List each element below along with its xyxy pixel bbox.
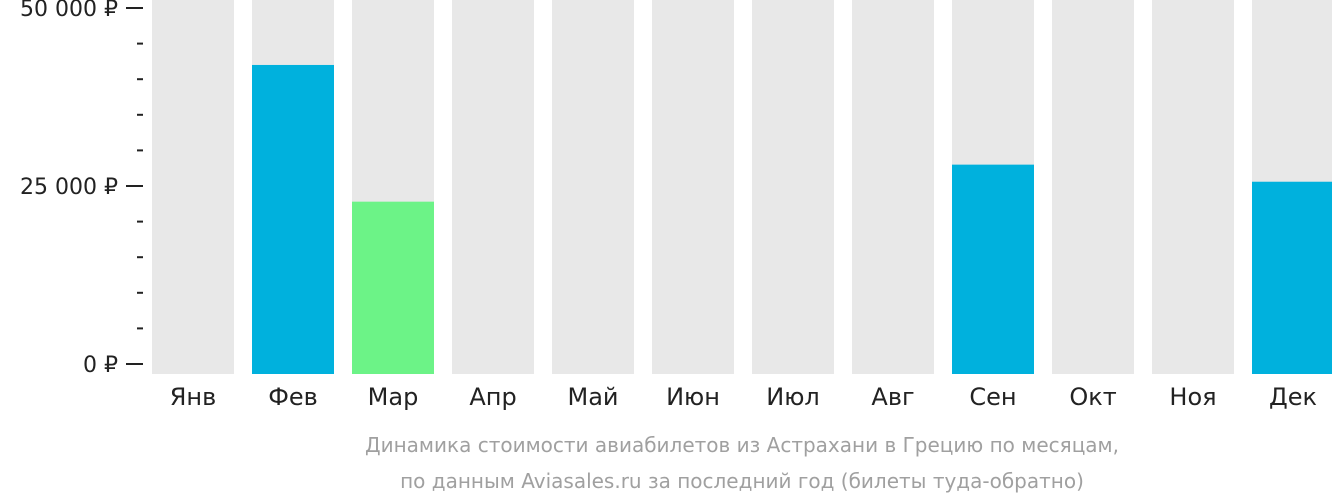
y-axis: 0 ₽ 25 000 ₽ 50 000 ₽ bbox=[20, 0, 143, 378]
x-tick-label: Сен bbox=[969, 383, 1016, 411]
background-bar-11 bbox=[1152, 0, 1234, 374]
background-bar-7 bbox=[752, 0, 834, 374]
background-bar-6 bbox=[652, 0, 734, 374]
background-bar-10 bbox=[1052, 0, 1134, 374]
x-tick-label: Июн bbox=[666, 383, 720, 411]
x-tick-label: Июл bbox=[766, 383, 820, 411]
x-tick-label: Фев bbox=[268, 383, 318, 411]
background-bar-8 bbox=[852, 0, 934, 374]
y-tick-label: 0 ₽ bbox=[83, 353, 118, 378]
chart-subtitle: по данным Aviasales.ru за последний год … bbox=[400, 469, 1084, 493]
bar-3 bbox=[352, 201, 434, 374]
background-bar-4 bbox=[452, 0, 534, 374]
x-tick-label: Ноя bbox=[1169, 383, 1216, 411]
y-tick-label: 50 000 ₽ bbox=[20, 0, 118, 22]
bar-12 bbox=[1252, 181, 1332, 374]
x-tick-label: Авг bbox=[871, 383, 914, 411]
chart-title: Динамика стоимости авиабилетов из Астрах… bbox=[365, 433, 1119, 457]
x-tick-label: Май bbox=[567, 383, 618, 411]
background-bar-5 bbox=[552, 0, 634, 374]
x-tick-label: Окт bbox=[1069, 383, 1116, 411]
x-tick-label: Апр bbox=[469, 383, 516, 411]
x-tick-label: Мар bbox=[368, 383, 419, 411]
x-tick-label: Дек bbox=[1269, 383, 1317, 411]
bar-2 bbox=[252, 64, 334, 375]
x-axis-labels: Янв Фев Мар Апр Май Июн Июл Авг Сен Окт Ноя Дек bbox=[170, 383, 1317, 411]
data-bars bbox=[252, 64, 1332, 375]
x-tick-label: Янв bbox=[170, 383, 217, 411]
background-bar-1 bbox=[152, 0, 234, 374]
bar-9 bbox=[952, 164, 1034, 374]
y-tick-label: 25 000 ₽ bbox=[20, 175, 118, 200]
